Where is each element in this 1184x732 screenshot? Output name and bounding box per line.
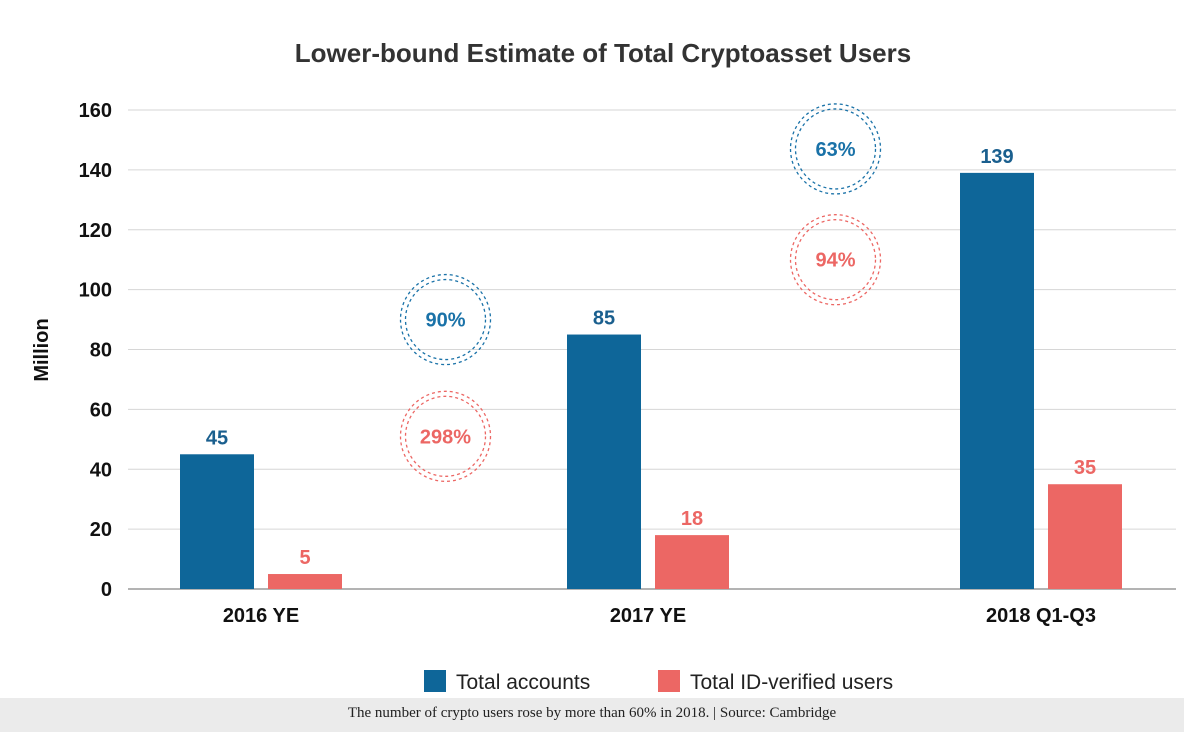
- y-tick-label: 160: [79, 100, 112, 122]
- bar: [268, 574, 342, 589]
- annotation-ring-inner: [794, 108, 877, 190]
- y-tick-label: 100: [79, 280, 112, 302]
- annotation-label: 90%: [425, 310, 465, 332]
- y-tick-label: 40: [90, 459, 112, 481]
- x-tick-label: 2017 YE: [610, 605, 686, 627]
- legend: Total accounts Total ID-verified users: [424, 670, 893, 694]
- annotation-ring-inner: [404, 278, 487, 361]
- annotation-label: 298%: [420, 426, 471, 448]
- legend-label: Total accounts: [456, 671, 590, 694]
- x-tick-label: 2016 YE: [223, 605, 299, 627]
- bar: [180, 454, 254, 589]
- y-tick-label: 140: [79, 160, 112, 182]
- y-tick-label: 80: [90, 340, 112, 362]
- data-label: 45: [206, 427, 228, 449]
- annotation-ring-outer: [399, 273, 492, 366]
- caption-bar: [0, 698, 1184, 732]
- bar: [1048, 484, 1122, 589]
- y-tick-label: 120: [79, 220, 112, 242]
- annotation-ring-outer: [789, 103, 882, 195]
- data-labels: 45 85 139 5 18 35: [206, 146, 1096, 569]
- x-tick-label: 2018 Q1-Q3: [986, 605, 1096, 627]
- y-tick-label: 0: [101, 579, 112, 601]
- legend-label: Total ID-verified users: [690, 671, 893, 694]
- legend-swatch: [658, 670, 680, 692]
- bars: [180, 172, 1122, 589]
- legend-swatch: [424, 670, 446, 692]
- growth-annotations: 90% 298% 63% 94%: [399, 103, 882, 482]
- data-label: 5: [299, 547, 310, 569]
- annotation-ring-outer: [789, 214, 882, 306]
- bar: [567, 334, 641, 589]
- category-labels: 2016 YE 2017 YE 2018 Q1-Q3: [223, 605, 1096, 627]
- y-tick-labels: 0 20 40 60 80 100 120 140 160: [79, 100, 112, 601]
- caption: The number of crypto users rose by more …: [347, 705, 837, 721]
- annotation-label: 63%: [815, 139, 855, 161]
- chart-title: Lower-bound Estimate of Total Cryptoasse…: [295, 38, 911, 68]
- annotation-ring-inner: [404, 395, 487, 477]
- bar: [960, 172, 1034, 589]
- data-label: 85: [593, 308, 615, 330]
- data-label: 18: [681, 508, 703, 530]
- y-tick-label: 20: [90, 519, 112, 541]
- data-label: 35: [1074, 457, 1096, 479]
- data-label: 139: [980, 146, 1013, 168]
- bar: [655, 535, 729, 589]
- annotation-ring-inner: [794, 219, 877, 301]
- annotation-ring-outer: [399, 390, 492, 482]
- y-axis-label: Million: [31, 318, 53, 381]
- y-tick-label: 60: [90, 399, 112, 421]
- annotation-label: 94%: [815, 250, 855, 272]
